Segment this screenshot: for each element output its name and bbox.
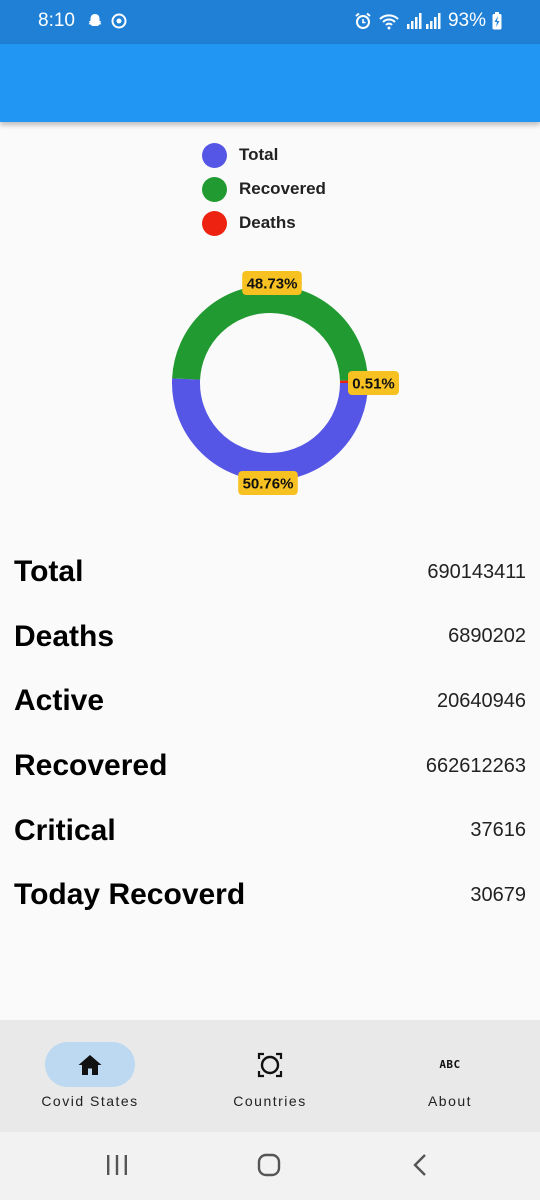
home-icon [78, 1054, 102, 1075]
stat-row-critical: Critical 37616 [14, 798, 526, 863]
nav-icon-holder: ABC [405, 1042, 495, 1087]
svg-text:50.76%: 50.76% [243, 476, 294, 493]
battery-charging-icon [492, 12, 502, 30]
stat-value-deaths: 6890202 [448, 625, 526, 648]
slice-recovered [172, 285, 368, 382]
wifi-icon [379, 14, 399, 30]
svg-text:48.73%: 48.73% [247, 276, 298, 293]
system-nav-bar [0, 1132, 540, 1200]
donut-chart: 50.76% 48.73% 0.51% [172, 271, 399, 495]
battery-percent: 93% [447, 10, 486, 31]
nav-indicator [45, 1042, 135, 1087]
stat-row-active: Active 20640946 [14, 669, 526, 734]
home-circle-icon[interactable] [256, 1152, 282, 1178]
recents-icon[interactable] [105, 1152, 129, 1178]
nav-icon-holder [225, 1042, 315, 1087]
status-time: 8:10 [38, 10, 75, 31]
signal-icon [406, 13, 441, 29]
stat-value-today-recovered: 30679 [470, 883, 526, 906]
legend-label-total: Total [239, 145, 279, 164]
stat-row-deaths: Deaths 6890202 [14, 605, 526, 670]
legend-dot-recovered [202, 176, 227, 202]
app-bar [0, 44, 540, 122]
slice-total [172, 378, 368, 481]
legend-dot-total [202, 142, 227, 168]
legend-item-deaths: Deaths [202, 206, 326, 240]
bottom-nav: Covid States Countries ABC About [0, 1020, 540, 1132]
stat-label-recovered: Recovered [14, 749, 168, 783]
nav-label-about: About [427, 1093, 473, 1109]
legend-label-deaths: Deaths [239, 213, 296, 232]
legend-item-total: Total [202, 138, 326, 172]
stat-label-critical: Critical [14, 813, 116, 847]
svg-text:0.51%: 0.51% [352, 376, 395, 393]
messenger-icon [111, 13, 127, 29]
stat-value-total: 690143411 [427, 560, 526, 583]
nav-item-countries[interactable]: Countries [180, 1020, 360, 1132]
chart-legend: Total Recovered Deaths [202, 138, 326, 240]
stats-list: Total 690143411 Deaths 6890202 Active 20… [14, 540, 526, 928]
stat-label-total: Total [14, 555, 84, 589]
legend-item-recovered: Recovered [202, 172, 326, 206]
stat-row-recovered: Recovered 662612263 [14, 734, 526, 799]
nav-label-countries: Countries [233, 1093, 307, 1109]
abc-icon: ABC [439, 1058, 461, 1071]
stat-label-deaths: Deaths [14, 619, 115, 653]
alarm-icon [355, 12, 371, 29]
stat-value-active: 20640946 [437, 689, 526, 712]
status-bar: 8:10 93% [0, 0, 540, 44]
nav-label-covid-states: Covid States [41, 1093, 139, 1109]
snapchat-icon [88, 14, 102, 26]
stat-value-critical: 37616 [470, 819, 526, 842]
data-label-recovered: 48.73% [242, 271, 302, 295]
legend-dot-deaths [202, 210, 227, 236]
back-icon[interactable] [410, 1152, 430, 1178]
data-label-total: 50.76% [238, 471, 298, 495]
scan-circle-icon [257, 1052, 283, 1077]
nav-item-covid-states[interactable]: Covid States [0, 1020, 180, 1132]
nav-item-about[interactable]: ABC About [360, 1020, 540, 1132]
stat-value-recovered: 662612263 [425, 754, 526, 777]
data-label-deaths: 0.51% [348, 371, 399, 395]
stat-label-today-recovered: Today Recoverd [14, 878, 246, 912]
legend-label-recovered: Recovered [239, 179, 326, 198]
stat-label-active: Active [14, 684, 105, 718]
stat-row-total: Total 690143411 [14, 540, 526, 605]
stat-row-today-recovered: Today Recoverd 30679 [14, 863, 526, 928]
